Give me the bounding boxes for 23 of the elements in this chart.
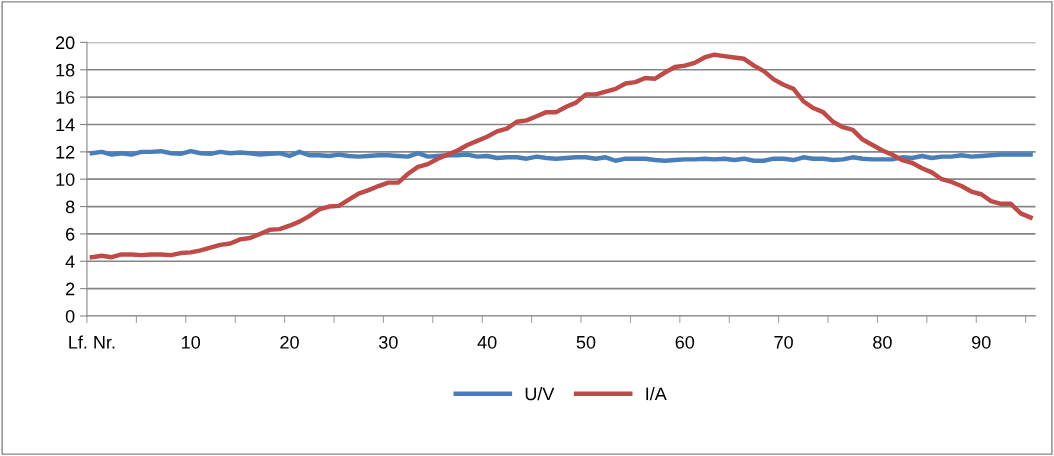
x-tick-label: 80	[873, 335, 892, 349]
x-tick-label: 30	[378, 335, 398, 349]
y-tick-label: 12	[56, 145, 75, 159]
x-tick-label: 10	[182, 335, 201, 349]
x-tick-label: 50	[576, 335, 596, 349]
x-tick-label: 70	[774, 335, 793, 349]
legend-label: U/V	[525, 386, 555, 401]
x-tick-label: 20	[280, 335, 299, 349]
y-tick-label: 0	[65, 309, 75, 323]
x-tick-label: 90	[972, 335, 991, 349]
x-tick-label: 60	[675, 335, 695, 349]
y-tick-label: 14	[56, 118, 75, 132]
y-tick-label: 8	[65, 200, 75, 214]
legend-label: I/A	[646, 386, 667, 401]
y-tick-label: 16	[56, 91, 75, 104]
y-tick-label: 2	[66, 282, 75, 296]
y-tick-label: 6	[66, 227, 75, 241]
x-tick-label: Lf. Nr.	[69, 335, 115, 349]
x-tick-label: 40	[477, 335, 497, 349]
y-tick-label: 20	[55, 36, 75, 50]
y-tick-label: 10	[56, 173, 75, 186]
y-tick-label: 18	[56, 63, 75, 77]
y-tick-label: 4	[65, 255, 75, 268]
